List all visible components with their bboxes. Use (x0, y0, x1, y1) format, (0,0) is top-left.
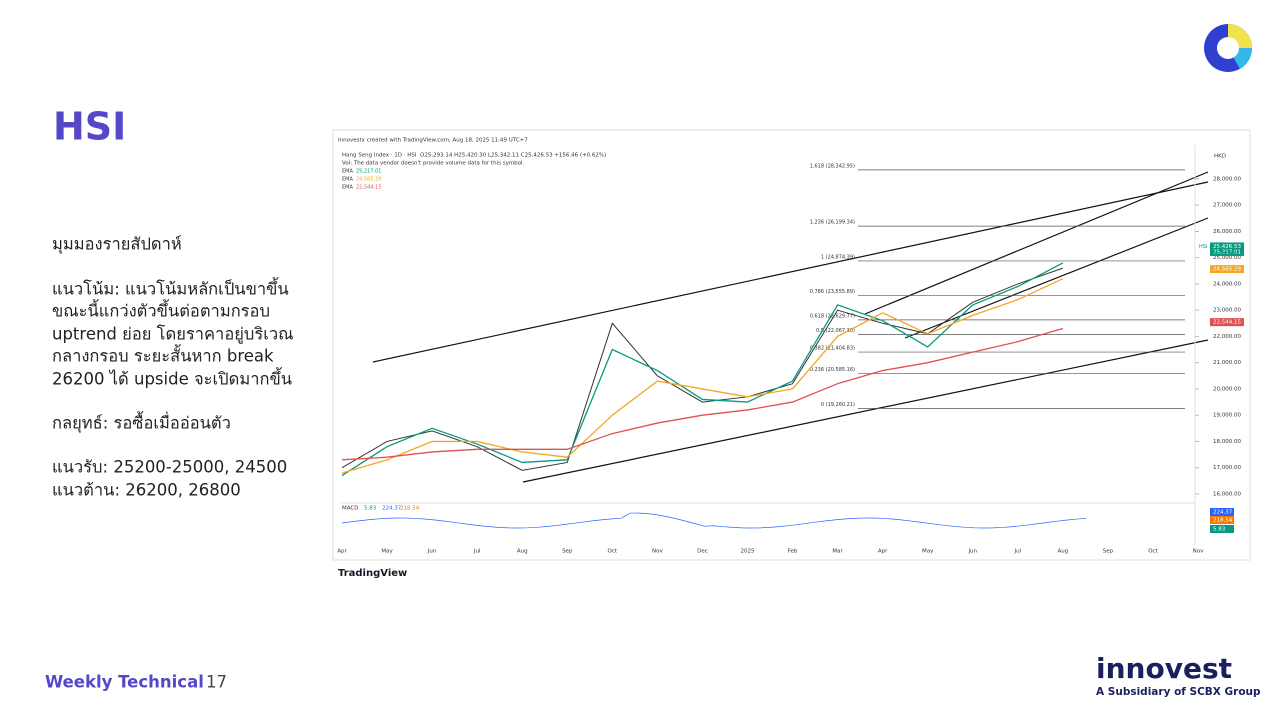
price-tag-label: 25,426.53 (1213, 244, 1241, 250)
legend-value: 24,565.29 (356, 177, 381, 183)
x-tick-label: Feb (788, 549, 798, 555)
trend-line: ขณะนี้แกว่งตัวขึ้นต่อตามกรอบ (52, 299, 270, 321)
macd-tag (1210, 516, 1234, 524)
trend-line: กลางกรอบ ระยะสั้นหาก break (52, 344, 274, 366)
macd-value: 5.83 (364, 506, 377, 512)
macd-value: 218.54 (400, 506, 420, 512)
x-tick-label: Dec (697, 549, 708, 555)
y-tick-label: 24,000.00 (1213, 281, 1241, 287)
x-tick-label: Nov (652, 549, 663, 555)
note: Vol: The data vendor doesn't provide vol… (342, 161, 525, 167)
logo-icon (1204, 24, 1253, 72)
price-tag-label: 22,544.15 (1213, 320, 1241, 326)
countdown: 01:40:52 (1213, 252, 1235, 258)
fib-label: 0.786 (23,555.89) (810, 289, 855, 295)
series-line (341, 278, 1064, 474)
macd-label: MACD (342, 506, 359, 512)
legend-name: EMA (342, 185, 353, 191)
x-tick-label: Sep (1103, 549, 1114, 555)
price-tag (1210, 318, 1244, 327)
x-tick-label: Sep (562, 549, 573, 555)
legend-value: 25,217.01 (356, 169, 381, 175)
y-tick-label: 20,000.00 (1213, 386, 1241, 392)
legend-name: EMA (342, 177, 353, 183)
x-tick-label: Jul (473, 549, 481, 555)
symbol: Hang Seng Index · 1D · HSI (342, 153, 417, 159)
currency: HKD (1214, 154, 1226, 160)
x-tick-label: Oct (1148, 549, 1158, 555)
y-tick-label: 26,000.00 (1213, 229, 1241, 235)
x-tick-label: Aug (1057, 549, 1068, 555)
y-tick-label: 16,000.00 (1213, 491, 1241, 497)
resistance: แนวต้าน: 26200, 26800 (52, 481, 241, 500)
macd-tag (1210, 525, 1234, 533)
x-tick-label: Oct (608, 549, 618, 555)
credit: Innovestx created with TradingView.com, … (338, 138, 528, 144)
page-number: 17 (206, 673, 227, 692)
ohlc: O25,293.14 H25,420.30 L25,342.11 C25,426… (420, 153, 606, 159)
price-tag-label: 24,565.29 (1213, 267, 1241, 273)
x-tick-label: Mar (832, 549, 843, 555)
trend-line: 26200 ได้ upside จะเปิดมากขึ้น (52, 367, 292, 389)
tagline: A Subsidiary of SCBX Group (1096, 686, 1261, 698)
y-tick-label: 17,000.00 (1213, 465, 1241, 471)
macd-value: 224.37 (382, 506, 402, 512)
macd-tag (1210, 508, 1234, 516)
x-tick-label: May (381, 549, 393, 555)
title: HSI (53, 105, 126, 149)
support: แนวรับ: 25200-25000, 24500 (52, 458, 287, 477)
x-tick-label: Jun (967, 549, 977, 555)
macd-tag-label: 5.83 (1213, 527, 1226, 533)
x-tick-label: Jun (427, 549, 437, 555)
tv-logo: TradingView (338, 568, 407, 579)
x-tick-label: Jul (1013, 549, 1021, 555)
price-tag (1210, 247, 1244, 256)
trend-line: แนวโน้ม: แนวโน้มหลักเป็นขาขึ้น (52, 277, 289, 299)
fib-label: 1.618 (28,342.95) (810, 163, 855, 169)
series-line (341, 262, 1064, 477)
trend-line: uptrend ย่อย โดยราคาอยู่บริเวณ (52, 325, 293, 345)
x-tick-label: Apr (878, 549, 888, 555)
y-tick-label: 19,000.00 (1213, 413, 1241, 419)
legend-name: EMA (342, 169, 353, 175)
x-tick-label: May (922, 549, 934, 555)
channel-lines (372, 171, 1209, 483)
heading: มุมมองรายสัปดาห์ (52, 235, 182, 255)
macd-tag-label: 218.54 (1213, 518, 1233, 524)
strategy: กลยุทธ์: รอซื้อเมื่ออ่อนตัว (52, 411, 231, 434)
y-tick-label: 27,000.00 (1213, 203, 1241, 209)
x-tick-label: Apr (337, 549, 347, 555)
fib-label: 1 (24,874.39) (821, 254, 855, 260)
brand: innovest (1096, 652, 1232, 685)
y-tick-label: 23,000.00 (1213, 308, 1241, 314)
fib-label: 0 (19,260.21) (821, 402, 855, 408)
y-tick-label: 22,000.00 (1213, 334, 1241, 340)
y-tick-label: 21,000.00 (1213, 360, 1241, 366)
x-tick-label: 2025 (740, 549, 754, 555)
macd-line (341, 512, 1087, 529)
chart-frame (332, 129, 1251, 561)
price-tag (1210, 265, 1244, 274)
fib-label: 0.5 (22,067.30) (816, 328, 855, 334)
fib-label: 0.382 (21,404.83) (810, 346, 855, 352)
fib-label: 1.236 (26,199.34) (810, 220, 855, 226)
x-tick-label: Aug (517, 549, 528, 555)
fib-label: 0.618 (22,629.77) (810, 313, 855, 319)
macd-tag-label: 224.37 (1213, 510, 1233, 516)
legend-value: 22,544.15 (356, 185, 381, 191)
price-tag-label: 25,217.01 (1213, 249, 1241, 255)
series-tag: HSI (1199, 244, 1207, 250)
footer-label: Weekly Technical (45, 673, 204, 692)
y-tick-label: 28,000.00 (1213, 176, 1241, 182)
y-tick-label: 18,000.00 (1213, 439, 1241, 445)
price-tag (1210, 242, 1244, 251)
fib-label: 0.236 (20,585.16) (810, 367, 855, 373)
y-tick-label: 25,000.00 (1213, 255, 1241, 261)
x-tick-label: Nov (1193, 549, 1204, 555)
series-line (341, 327, 1064, 461)
